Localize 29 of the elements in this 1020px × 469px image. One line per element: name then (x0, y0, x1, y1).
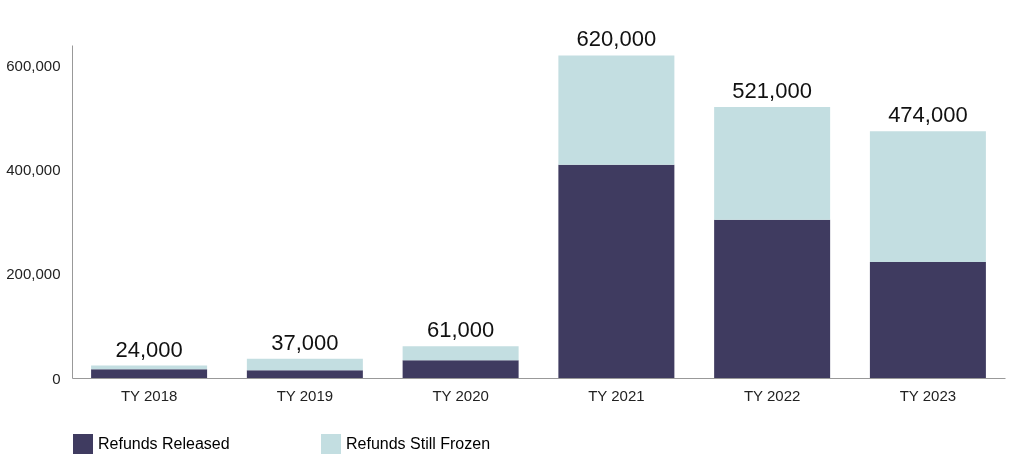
bar (869, 131, 986, 262)
total-label: 620,000 (576, 26, 657, 52)
x-tick-label: TY 2020 (432, 386, 489, 404)
y-tick-label: 0 (52, 369, 61, 387)
legend-label: Refunds Released (98, 435, 230, 452)
bar (558, 164, 675, 378)
bar (91, 369, 208, 378)
x-tick-label: TY 2019 (276, 386, 334, 404)
x-tick-label: TY 2022 (743, 386, 801, 404)
bar (558, 55, 675, 165)
legend-label: Refunds Still Frozen (346, 435, 491, 452)
y-tick-label: 600,000 (6, 57, 61, 75)
bar (246, 370, 363, 378)
bar (869, 261, 986, 378)
x-tick-label: TY 2018 (120, 386, 178, 404)
bar (714, 106, 831, 220)
bar (402, 360, 519, 378)
total-label: 61,000 (426, 317, 495, 343)
total-label: 521,000 (732, 77, 812, 103)
bar (402, 346, 519, 361)
bar (246, 358, 363, 371)
total-label: 37,000 (271, 329, 339, 355)
total-label: 24,000 (115, 336, 183, 362)
x-tick-label: TY 2021 (588, 386, 645, 404)
total-label: 474,000 (888, 102, 968, 128)
bar (714, 219, 831, 378)
x-tick-label: TY 2023 (899, 386, 957, 404)
y-tick-label: 200,000 (6, 265, 61, 283)
y-tick-label: 400,000 (6, 161, 61, 179)
